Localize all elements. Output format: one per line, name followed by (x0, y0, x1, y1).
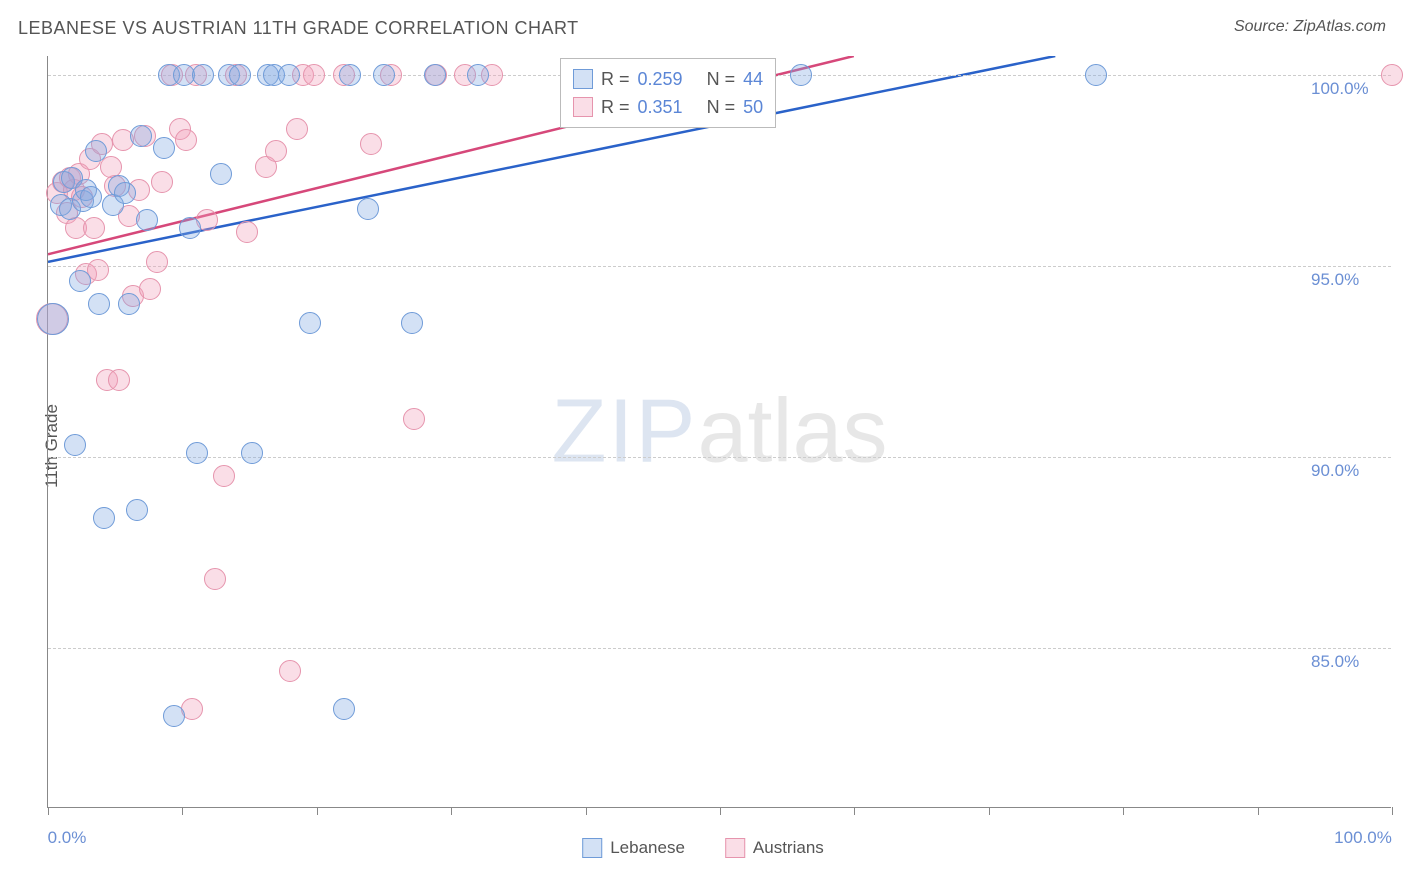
x-tick (451, 807, 452, 815)
scatter-point-austrians (151, 171, 173, 193)
x-tick (1392, 807, 1393, 815)
scatter-point-lebanese (88, 293, 110, 315)
scatter-point-austrians (204, 568, 226, 590)
stat-r-label: R = (601, 93, 630, 121)
watermark: ZIPatlas (551, 380, 887, 483)
scatter-point-lebanese (333, 698, 355, 720)
stat-n-value: 50 (743, 93, 763, 121)
x-tick (989, 807, 990, 815)
x-tick (1258, 807, 1259, 815)
scatter-point-austrians (213, 465, 235, 487)
scatter-point-lebanese (424, 64, 446, 86)
chart-source: Source: ZipAtlas.com (1234, 18, 1386, 36)
gridline-h (48, 266, 1391, 267)
scatter-point-austrians (279, 660, 301, 682)
scatter-point-lebanese (93, 507, 115, 529)
chart-plot-area: ZIPatlas (47, 56, 1391, 808)
scatter-point-austrians (175, 129, 197, 151)
stat-r-label: R = (601, 65, 630, 93)
scatter-point-lebanese (373, 64, 395, 86)
gridline-h (48, 648, 1391, 649)
scatter-point-austrians (403, 408, 425, 430)
scatter-point-lebanese (1085, 64, 1107, 86)
scatter-point-lebanese (153, 137, 175, 159)
stat-r-value: 0.259 (638, 65, 683, 93)
stats-row-austrians: R = 0.351 N =50 (573, 93, 763, 121)
scatter-point-lebanese (357, 198, 379, 220)
scatter-point-lebanese (278, 64, 300, 86)
scatter-point-lebanese (241, 442, 263, 464)
chart-header: LEBANESE VS AUSTRIAN 11TH GRADE CORRELAT… (0, 0, 1406, 54)
swatch-icon (573, 69, 593, 89)
scatter-point-lebanese (69, 270, 91, 292)
scatter-point-austrians (108, 369, 130, 391)
scatter-point-lebanese (401, 312, 423, 334)
trend-lines (48, 56, 1391, 807)
scatter-point-lebanese (85, 140, 107, 162)
stat-r-value: 0.351 (638, 93, 683, 121)
scatter-point-austrians (286, 118, 308, 140)
y-tick-label: 95.0% (1311, 270, 1359, 290)
legend-label: Austrians (753, 838, 824, 858)
scatter-point-lebanese (80, 186, 102, 208)
scatter-point-austrians (236, 221, 258, 243)
x-tick-label: 0.0% (48, 828, 87, 848)
watermark-atlas: atlas (697, 381, 887, 481)
swatch-icon (582, 838, 602, 858)
scatter-point-lebanese (210, 163, 232, 185)
legend: Lebanese Austrians (582, 838, 824, 858)
x-tick (854, 807, 855, 815)
y-tick-label: 90.0% (1311, 461, 1359, 481)
x-tick (317, 807, 318, 815)
legend-item-austrians: Austrians (725, 838, 824, 858)
x-tick (1123, 807, 1124, 815)
x-tick (48, 807, 49, 815)
legend-item-lebanese: Lebanese (582, 838, 685, 858)
scatter-point-austrians (1381, 64, 1403, 86)
scatter-point-austrians (303, 64, 325, 86)
scatter-point-lebanese (64, 434, 86, 456)
scatter-point-lebanese (229, 64, 251, 86)
scatter-point-austrians (146, 251, 168, 273)
swatch-icon (573, 97, 593, 117)
scatter-point-lebanese (339, 64, 361, 86)
stat-n-label: N = (707, 65, 736, 93)
x-tick (182, 807, 183, 815)
scatter-point-lebanese (192, 64, 214, 86)
scatter-point-lebanese (130, 125, 152, 147)
stats-row-lebanese: R = 0.259 N =44 (573, 65, 763, 93)
scatter-point-lebanese (118, 293, 140, 315)
swatch-icon (725, 838, 745, 858)
stat-n-value: 44 (743, 65, 763, 93)
stat-n-label: N = (707, 93, 736, 121)
scatter-point-lebanese (186, 442, 208, 464)
correlation-stats-box: R = 0.259 N =44 R = 0.351 N =50 (560, 58, 776, 128)
watermark-zip: ZIP (551, 381, 697, 481)
y-tick-label: 85.0% (1311, 652, 1359, 672)
scatter-point-lebanese (114, 182, 136, 204)
scatter-point-lebanese (37, 303, 69, 335)
scatter-point-austrians (83, 217, 105, 239)
x-tick (586, 807, 587, 815)
chart-title: LEBANESE VS AUSTRIAN 11TH GRADE CORRELAT… (18, 18, 579, 39)
scatter-point-lebanese (467, 64, 489, 86)
scatter-point-lebanese (179, 217, 201, 239)
x-tick (720, 807, 721, 815)
scatter-point-lebanese (136, 209, 158, 231)
scatter-point-austrians (139, 278, 161, 300)
legend-label: Lebanese (610, 838, 685, 858)
scatter-point-lebanese (163, 705, 185, 727)
scatter-point-lebanese (126, 499, 148, 521)
scatter-point-lebanese (299, 312, 321, 334)
scatter-point-austrians (360, 133, 382, 155)
scatter-point-lebanese (790, 64, 812, 86)
scatter-point-austrians (265, 140, 287, 162)
x-tick-label: 100.0% (1334, 828, 1392, 848)
y-tick-label: 100.0% (1311, 79, 1369, 99)
